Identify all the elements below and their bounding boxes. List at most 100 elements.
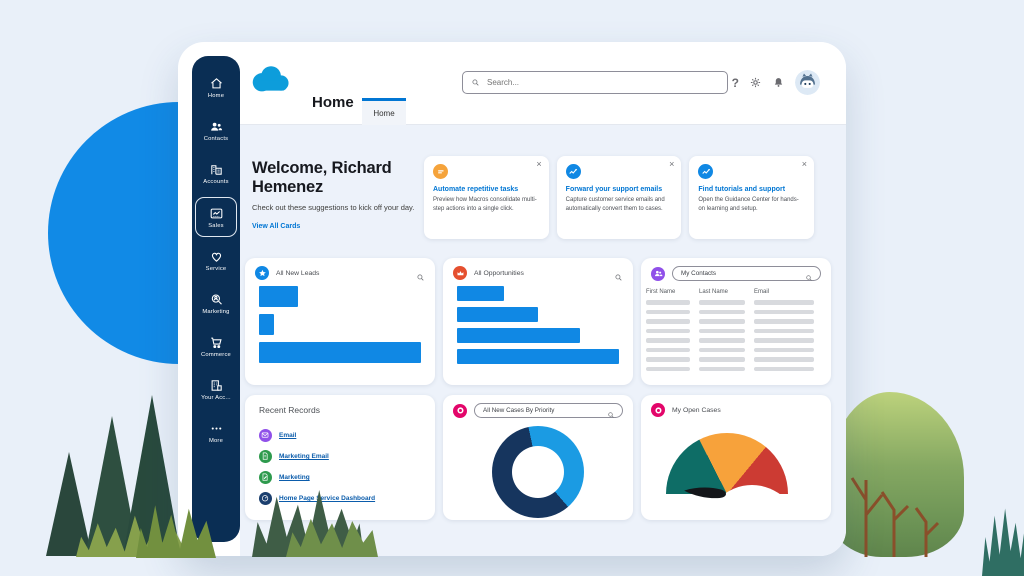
bar <box>259 314 274 335</box>
close-icon[interactable]: × <box>801 159 808 169</box>
sidebar-item-service[interactable]: Service <box>195 239 237 282</box>
page-title: Home <box>312 94 354 111</box>
opportunity-crown-icon <box>453 266 467 280</box>
charts-row: All New Leads All Opportunities <box>245 258 831 385</box>
header-icons: ? <box>732 70 820 95</box>
contacts-search[interactable] <box>672 266 821 281</box>
record-link[interactable]: Marketing Email <box>279 453 329 460</box>
sidebar-item-label: Marketing <box>202 309 230 315</box>
trend-icon <box>698 164 714 179</box>
view-all-cards-link[interactable]: View All Cards <box>252 223 301 230</box>
macros-icon <box>433 164 448 179</box>
search-input[interactable] <box>485 77 719 88</box>
search-icon <box>471 74 480 92</box>
table-row <box>641 366 831 371</box>
decor-bush-branches <box>850 477 940 557</box>
recent-record-email[interactable]: Email <box>259 429 421 442</box>
sidebar-item-marketing[interactable]: Marketing <box>195 282 237 325</box>
suggestion-card-find-tutorials-and-support: × Find tutorials and support Open the Guid… <box>689 156 815 239</box>
record-link[interactable]: Marketing <box>279 474 310 481</box>
sidebar-item-label: Your Acc... <box>201 395 231 401</box>
welcome-block: Welcome, Richard Hemenez Check out these… <box>252 159 422 233</box>
cases-donut-icon <box>453 403 467 418</box>
record-link[interactable]: Email <box>279 432 297 439</box>
sidebar-item-your-acc[interactable]: Your Acc... <box>195 368 237 411</box>
more-icon <box>209 421 224 436</box>
close-icon[interactable]: × <box>536 159 542 169</box>
suggestion-card-forward-your-support-emails: × Forward your support emails Capture cust… <box>556 156 682 239</box>
card-title: My Open Cases <box>672 406 721 414</box>
table-row <box>641 309 831 314</box>
close-icon[interactable]: × <box>669 159 675 169</box>
email-record-icon <box>259 429 272 442</box>
sidebar-item-contacts[interactable]: Contacts <box>195 109 237 152</box>
search-icon[interactable] <box>614 269 623 281</box>
open-cases-gauge-chart <box>666 433 788 495</box>
recent-record-marketing-email[interactable]: Marketing Email <box>259 450 421 463</box>
decor-corner-grass <box>982 508 1024 576</box>
sidebar-item-sales[interactable]: Sales <box>195 197 237 237</box>
app-header: ? Home Home <box>240 42 846 125</box>
record-link[interactable]: Home Page Service Dashboard <box>279 495 376 502</box>
gauge-needle <box>682 482 731 503</box>
sidebar-item-accounts[interactable]: Accounts <box>195 152 237 195</box>
global-search[interactable] <box>462 71 728 94</box>
cases-search-input[interactable] <box>481 406 603 415</box>
sidebar-item-label: Service <box>205 266 227 272</box>
cases-donut-card <box>443 395 633 520</box>
sidebar-item-home[interactable]: Home <box>195 66 237 109</box>
bar <box>259 342 421 363</box>
bell-icon[interactable] <box>772 76 785 89</box>
recent-records-list: Email Marketing Email Marketing Home Page S… <box>245 415 435 505</box>
sidebar-item-commerce[interactable]: Commerce <box>195 325 237 368</box>
sidebar-item-more[interactable]: More <box>195 411 237 454</box>
leads-bar-chart <box>259 286 421 363</box>
help-icon[interactable]: ? <box>731 75 739 90</box>
service-icon <box>209 249 224 264</box>
table-row <box>641 338 831 343</box>
sidebar-item-label: More <box>208 438 223 444</box>
contacts-table-card: First Name Last Name Email <box>641 258 831 385</box>
search-icon[interactable] <box>416 269 425 281</box>
contacts-column-headers: First Name Last Name Email <box>641 281 831 295</box>
contacts-placeholder-rows <box>641 300 831 371</box>
recent-record-home-page-service-dashboard[interactable]: Home Page Service Dashboard <box>259 492 421 505</box>
bar <box>457 286 504 301</box>
document-record-icon <box>259 450 272 463</box>
avatar[interactable] <box>795 70 820 95</box>
table-row <box>641 357 831 362</box>
suggestion-description: Preview how Macros consolidate multi-ste… <box>433 197 537 213</box>
donut-hole <box>512 446 564 498</box>
home-icon <box>209 76 224 91</box>
welcome-subtitle: Check out these suggestions to kick off … <box>252 203 415 212</box>
search-icon <box>607 406 616 418</box>
sidebar-item-label: Accounts <box>203 179 229 185</box>
card-title: All New Leads <box>276 269 320 277</box>
sales-icon <box>209 206 224 221</box>
recent-records-title: Recent Records <box>259 405 320 415</box>
recent-record-marketing[interactable]: Marketing <box>259 471 421 484</box>
accounts-icon <box>209 162 224 177</box>
suggestion-title[interactable]: Find tutorials and support <box>698 186 786 193</box>
sidebar-item-label: Sales <box>208 222 224 229</box>
sidebar-item-label: Home <box>207 93 225 99</box>
cases-search[interactable] <box>474 403 623 418</box>
document-edit-record-icon <box>259 471 272 484</box>
column-header: Email <box>754 289 770 295</box>
gear-icon[interactable] <box>749 76 762 89</box>
suggestion-title[interactable]: Automate repetitive tasks <box>433 186 519 193</box>
sidebar: Home Contacts Accounts Sales Service Marketin… <box>192 56 240 542</box>
welcome-title: Welcome, Richard Hemenez <box>252 159 392 196</box>
suggestion-cards: × Automate repetitive tasks Preview how Ma… <box>424 156 815 239</box>
contacts-badge-icon <box>651 266 665 281</box>
leads-chart-card: All New Leads <box>245 258 435 385</box>
contacts-search-input[interactable] <box>679 269 801 278</box>
contacts-icon <box>209 119 224 134</box>
sidebar-item-label: Contacts <box>203 136 229 142</box>
trend-icon <box>565 164 581 179</box>
sidebar-item-label: Commerce <box>201 352 231 358</box>
suggestion-title[interactable]: Forward your support emails <box>565 186 663 193</box>
bar <box>457 349 619 364</box>
tab-home[interactable]: Home <box>362 98 406 125</box>
